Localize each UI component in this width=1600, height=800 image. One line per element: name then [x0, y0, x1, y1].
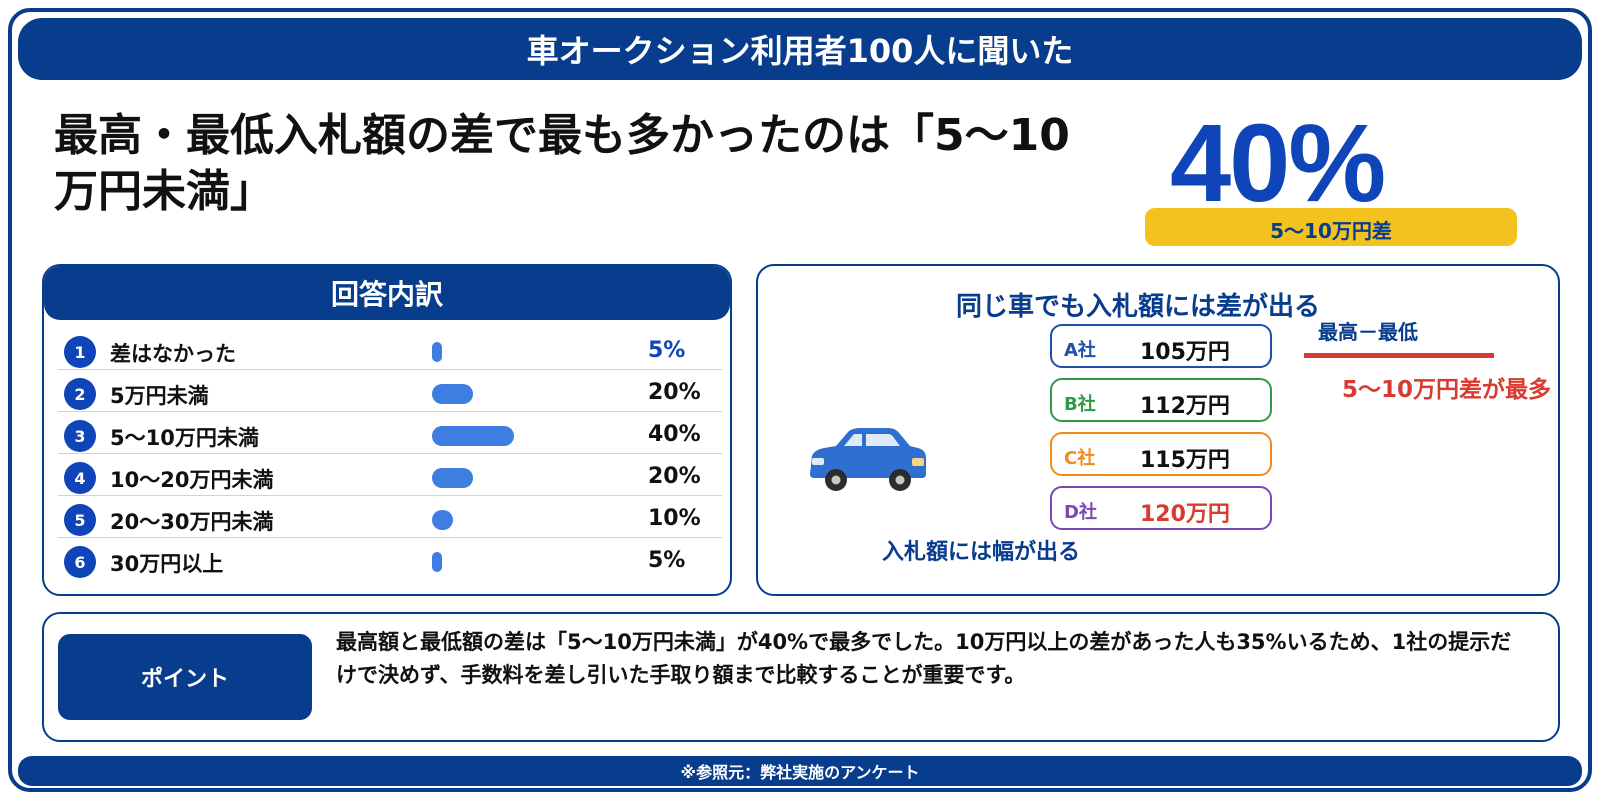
diff-label: 最高－最低 — [1318, 320, 1418, 344]
row-bar — [432, 342, 443, 362]
row-number-badge: 6 — [64, 546, 96, 578]
highlight-caption-pill: 5〜10万円差 — [1145, 208, 1517, 246]
breakdown-row: 6 30万円以上 5% — [58, 538, 722, 580]
outer-frame — [8, 8, 1592, 792]
bid-card: C社 115万円 — [1050, 432, 1272, 476]
diff-range-line — [1304, 353, 1494, 358]
bid-amount: 105万円 — [1140, 340, 1230, 365]
breakdown-row: 3 5〜10万円未満 40% — [58, 412, 722, 454]
breakdown-title: 回答内訳 — [330, 278, 443, 311]
row-percent: 5% — [648, 338, 686, 363]
breakdown-row: 1 差はなかった 5% — [58, 328, 722, 370]
bid-company: D社 — [1064, 502, 1097, 523]
highlight-caption: 5〜10万円差 — [1270, 218, 1392, 243]
bid-amount: 115万円 — [1140, 448, 1230, 473]
row-percent: 5% — [648, 548, 686, 573]
row-bar — [432, 426, 514, 446]
comparison-card: 同じ車でも入札額には差が出る 入札額には幅が出る A社 105万円 B社 112… — [756, 264, 1560, 596]
row-percent: 20% — [648, 380, 701, 405]
row-number-badge: 5 — [64, 504, 96, 536]
row-label: 20〜30万円未満 — [110, 510, 274, 534]
title-banner: 車オークション利用者100人に聞いた — [18, 18, 1582, 80]
bid-amount: 120万円 — [1140, 502, 1230, 527]
breakdown-list: 1 差はなかった 5% 2 5万円未満 20% 3 5〜10万円未満 40% 4… — [58, 328, 722, 580]
row-label: 差はなかった — [110, 342, 236, 366]
row-bar — [432, 552, 443, 572]
comparison-title: 同じ車でも入札額には差が出る — [955, 292, 1320, 322]
breakdown-row: 2 5万円未満 20% — [58, 370, 722, 412]
car-caption: 入札額には幅が出る — [882, 540, 1081, 565]
row-percent: 10% — [648, 506, 701, 531]
headline: 最高・最低入札額の差で最も多かったのは「5〜10万円未満」 — [54, 110, 1070, 217]
row-label: 5〜10万円未満 — [110, 426, 259, 450]
bid-amount: 112万円 — [1140, 394, 1230, 419]
point-label: ポイント — [140, 667, 229, 692]
car-icon — [810, 428, 926, 491]
row-number-badge: 4 — [64, 462, 96, 494]
footer-text: ※参照元：弊社実施のアンケート — [680, 763, 920, 782]
point-card: ポイント 最高額と最低額の差は「5〜10万円未満」が40%で最多でした。10万円… — [42, 612, 1560, 742]
point-text: 最高額と最低額の差は「5〜10万円未満」が40%で最多でした。10万円以上の差が… — [336, 630, 1512, 687]
source-footer: ※参照元：弊社実施のアンケート — [18, 756, 1582, 786]
row-bar — [432, 384, 473, 404]
diff-note: 5〜10万円差が最多 — [1342, 377, 1552, 403]
bid-company: A社 — [1064, 340, 1096, 361]
bid-card: B社 112万円 — [1050, 378, 1272, 422]
row-bar — [432, 468, 473, 488]
row-number-badge: 1 — [64, 336, 96, 368]
breakdown-row: 5 20〜30万円未満 10% — [58, 496, 722, 538]
row-label: 10〜20万円未満 — [110, 468, 274, 492]
breakdown-card: 回答内訳 1 差はなかった 5% 2 5万円未満 20% 3 5〜10万円未満 … — [42, 264, 732, 596]
row-percent: 20% — [648, 464, 701, 489]
bid-card: D社 120万円 — [1050, 486, 1272, 530]
row-percent: 40% — [648, 422, 701, 447]
breakdown-header: 回答内訳 — [44, 266, 730, 320]
point-label-box: ポイント — [58, 634, 312, 720]
bid-card: A社 105万円 — [1050, 324, 1272, 368]
row-number-badge: 3 — [64, 420, 96, 452]
row-label: 30万円以上 — [110, 552, 224, 576]
bid-company: B社 — [1064, 394, 1096, 415]
row-label: 5万円未満 — [110, 384, 209, 408]
highlight-value: 40% — [1170, 102, 1386, 225]
breakdown-row: 4 10〜20万円未満 20% — [58, 454, 722, 496]
banner-title: 車オークション利用者100人に聞いた — [526, 32, 1074, 70]
bid-company: C社 — [1064, 448, 1096, 469]
row-number-badge: 2 — [64, 378, 96, 410]
row-bar — [432, 510, 453, 530]
